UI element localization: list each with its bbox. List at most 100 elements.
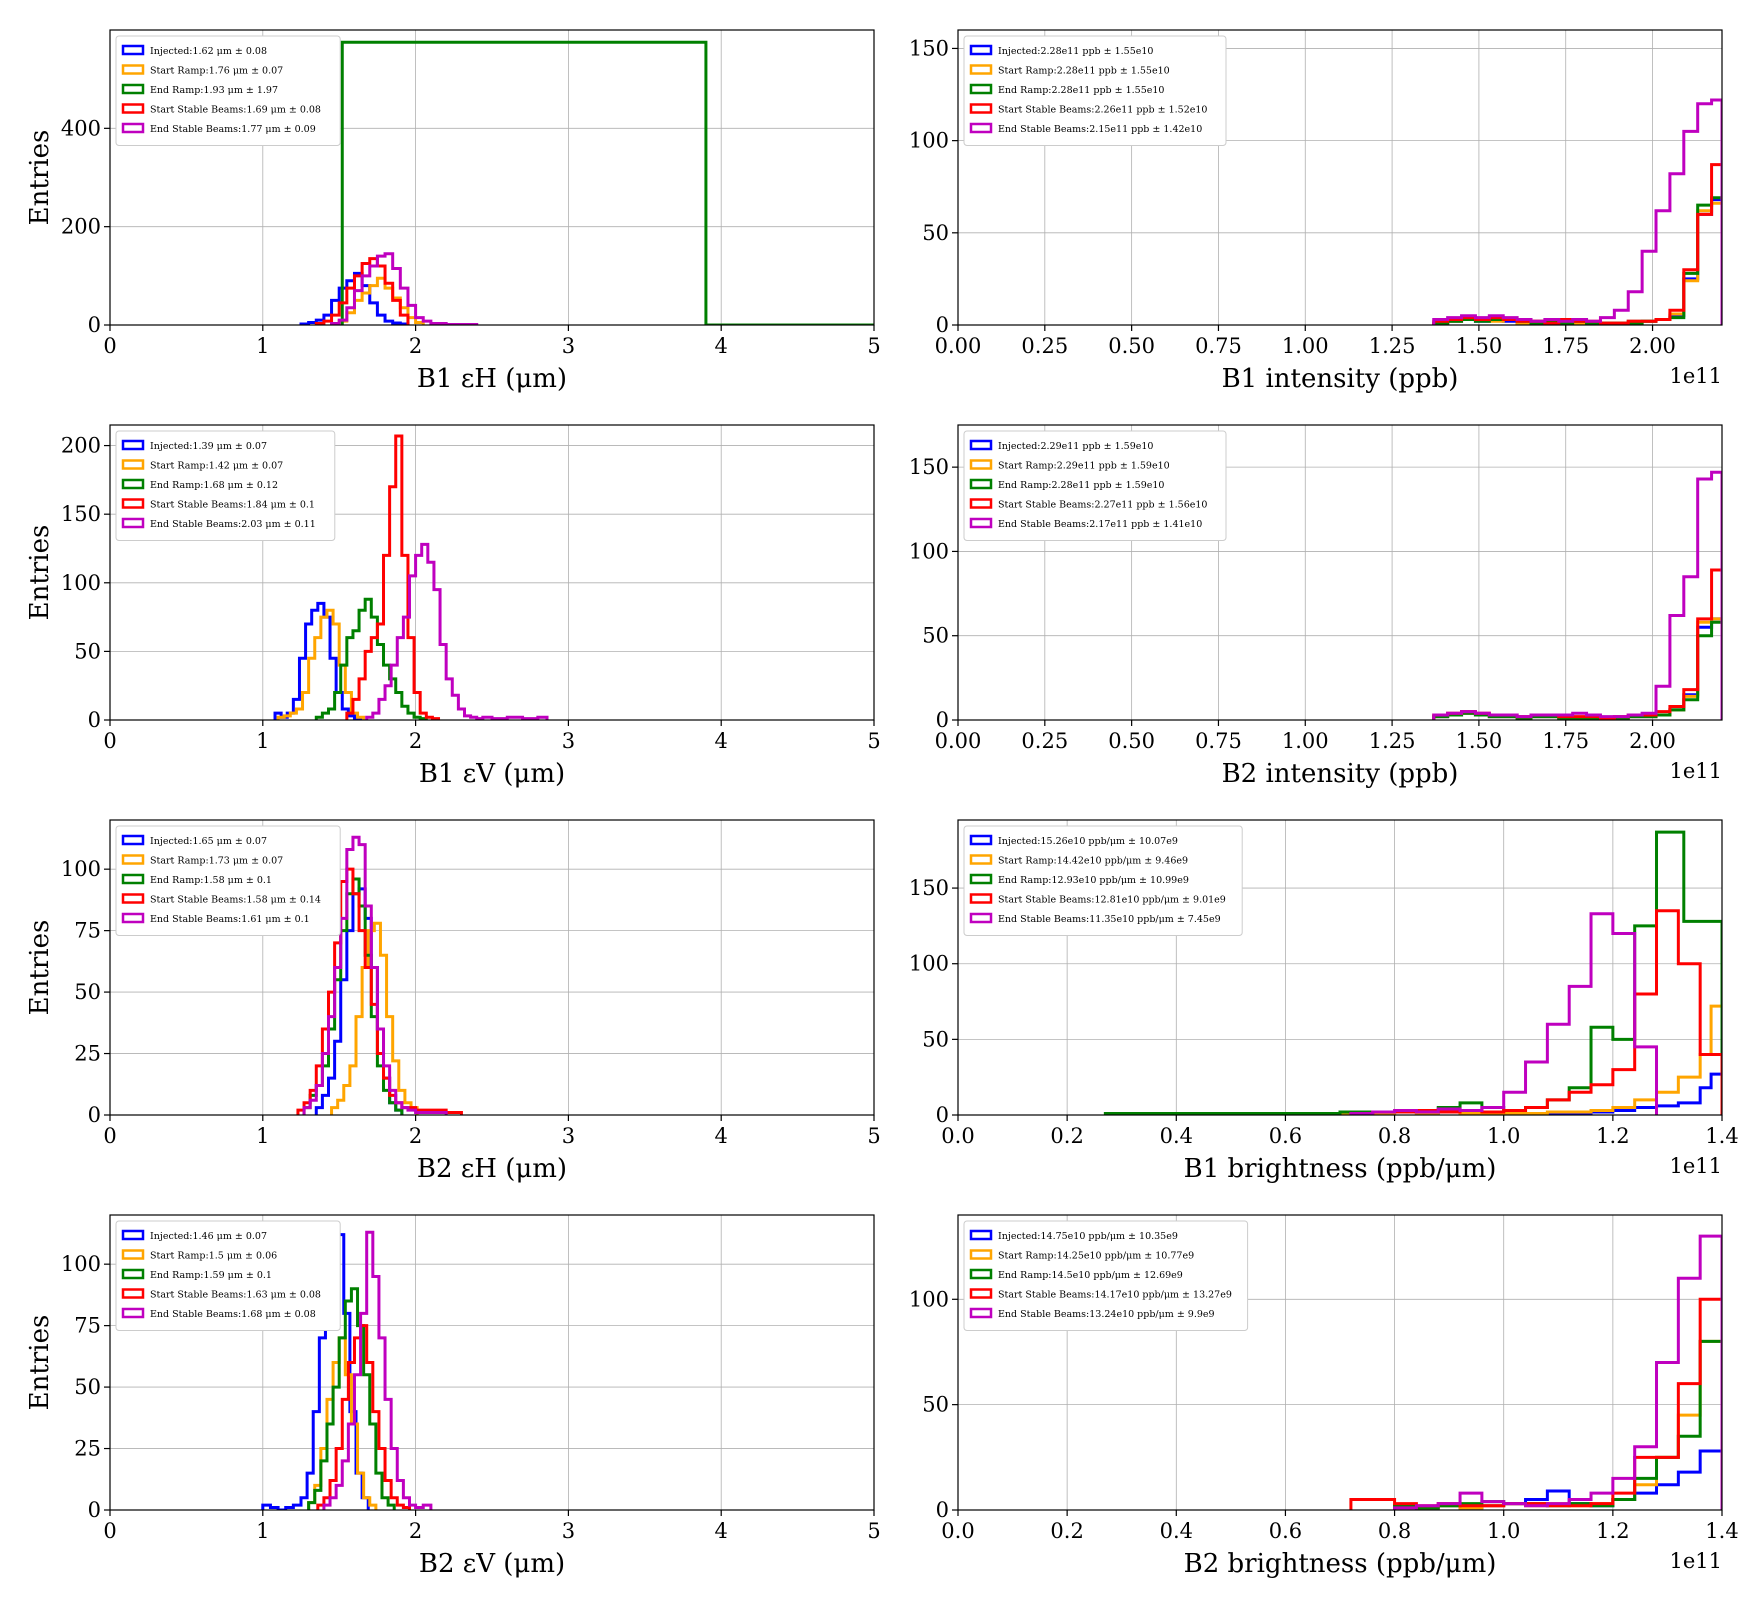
legend-swatch — [121, 103, 145, 114]
x-axis-label: B1 εH (μm) — [417, 364, 567, 394]
legend-swatch — [969, 1268, 993, 1280]
legend-frame — [963, 1220, 1249, 1331]
legend: Injected:15.26e10 ppb/μm ± 10.07e9 Start … — [963, 825, 1243, 936]
legend-swatch — [121, 854, 145, 865]
y-tick-label: 150 — [909, 876, 949, 900]
plot-frame — [957, 1214, 1723, 1511]
x-tick-label: 0 — [103, 1519, 116, 1543]
legend-swatch — [969, 1249, 993, 1260]
legend-entry: End Ramp:1.58 μm ± 0.1 — [150, 875, 272, 886]
x-tick-label: 0.25 — [1021, 729, 1068, 753]
x-tick-label: 1.00 — [1282, 729, 1329, 753]
x-tick-label: 0.8 — [1378, 1519, 1411, 1543]
x-tick-label: 4 — [715, 1519, 728, 1543]
x-tick-label: 0.8 — [1378, 1124, 1411, 1148]
series-line — [1432, 196, 1722, 325]
y-tick-label: 0 — [88, 1103, 101, 1127]
x-tick-label: 3 — [562, 334, 575, 358]
x-tick-label: 3 — [562, 1519, 575, 1543]
x-tick-label: 0.00 — [935, 334, 982, 358]
x-tick-label: 0.4 — [1160, 1124, 1193, 1148]
legend-swatch — [969, 103, 993, 114]
legend-entry: Injected:1.46 μm ± 0.07 — [150, 1231, 267, 1242]
y-tick-label: 0 — [88, 708, 101, 732]
legend-swatch — [121, 1288, 145, 1299]
series-line — [1432, 568, 1722, 720]
y-axis-label: Entries — [25, 1315, 55, 1411]
legend-swatch — [121, 1229, 145, 1241]
legend-entry: Start Stable Beams:1.58 μm ± 0.14 — [150, 895, 321, 906]
axis-offset-text: 1e11 — [1669, 1549, 1722, 1573]
chart-panel: 0.0 0.2 0.4 0.6 0.8 1.0 1.2 1.4 0 50 100 150 B1 brig… — [909, 819, 1739, 1184]
legend-swatch — [969, 1229, 993, 1241]
legend-swatch — [121, 912, 145, 924]
legend: Injected:1.46 μm ± 0.07 Start Ramp:1.5 μm… — [115, 1220, 341, 1331]
x-tick-label: 4 — [715, 729, 728, 753]
x-tick-label: 1.0 — [1487, 1519, 1520, 1543]
y-tick-label: 0 — [936, 1498, 949, 1522]
legend-entry: Start Ramp:1.42 μm ± 0.07 — [150, 461, 283, 472]
legend-swatch — [969, 873, 993, 885]
y-tick-label: 150 — [909, 455, 949, 479]
x-tick-label: 0 — [103, 334, 116, 358]
plot-frame — [109, 1214, 875, 1511]
legend-entry: End Stable Beams:1.68 μm ± 0.08 — [150, 1309, 316, 1320]
legend: Injected:2.28e11 ppb ± 1.55e10 Start Ramp… — [963, 35, 1227, 146]
legend-swatch — [969, 1307, 993, 1319]
legend-entry: Start Stable Beams:2.26e11 ppb ± 1.52e10 — [998, 105, 1207, 116]
legend-swatch — [121, 478, 145, 490]
legend-swatch — [969, 498, 993, 509]
series-line — [314, 597, 428, 720]
legend-entry: Start Stable Beams:1.84 μm ± 0.1 — [150, 500, 315, 511]
legend-swatch — [121, 1307, 145, 1319]
y-tick-label: 50 — [74, 639, 101, 663]
x-axis-label: B2 εH (μm) — [417, 1154, 567, 1184]
legend-entry: Start Stable Beams:12.81e10 ppb/μm ± 9.0… — [998, 895, 1226, 906]
series-line — [1432, 470, 1722, 720]
y-tick-label: 50 — [922, 1393, 949, 1417]
x-tick-label: 2 — [409, 729, 422, 753]
series-line — [316, 1324, 411, 1510]
legend-swatch — [121, 122, 145, 134]
legend-swatch — [969, 893, 993, 904]
legend-swatch — [121, 64, 145, 75]
legend-swatch — [969, 1288, 993, 1299]
legend-swatch — [969, 517, 993, 529]
legend-frame — [963, 825, 1243, 936]
x-tick-label: 0 — [103, 1124, 116, 1148]
legend: Injected:1.65 μm ± 0.07 Start Ramp:1.73 μ… — [115, 825, 341, 936]
series-line — [1432, 98, 1722, 325]
legend-entry: End Ramp:14.5e10 ppb/μm ± 12.69e9 — [998, 1270, 1183, 1281]
series-line — [1338, 1004, 1722, 1115]
x-tick-label: 1 — [256, 729, 269, 753]
x-tick-label: 0.0 — [941, 1124, 974, 1148]
legend-entry: Start Ramp:2.29e11 ppb ± 1.59e10 — [998, 461, 1170, 472]
plot-frame — [957, 819, 1723, 1116]
x-axis-label: B2 εV (μm) — [419, 1549, 565, 1579]
x-tick-label: 0.6 — [1269, 1124, 1302, 1148]
legend-swatch — [969, 854, 993, 865]
legend-entry: End Stable Beams:1.61 μm ± 0.1 — [150, 914, 310, 925]
legend-swatch — [121, 498, 145, 509]
y-tick-label: 150 — [909, 36, 949, 60]
legend-entry: Injected:14.75e10 ppb/μm ± 10.35e9 — [998, 1231, 1178, 1242]
y-tick-label: 75 — [74, 919, 101, 943]
y-tick-label: 25 — [74, 1437, 101, 1461]
x-tick-label: 0.2 — [1050, 1519, 1083, 1543]
y-tick-label: 100 — [61, 857, 101, 881]
legend-entry: End Ramp:2.28e11 ppb ± 1.59e10 — [998, 480, 1164, 491]
legend-entry: End Ramp:2.28e11 ppb ± 1.55e10 — [998, 85, 1164, 96]
legend-entry: Injected:1.62 μm ± 0.08 — [150, 46, 267, 57]
x-tick-label: 1.75 — [1542, 729, 1589, 753]
y-tick-label: 100 — [909, 1287, 949, 1311]
y-tick-label: 0 — [88, 313, 101, 337]
chart-panel: 0.00 0.25 0.50 0.75 1.00 1.25 1.50 1.75 2.00 0 50 1… — [909, 29, 1723, 394]
legend-entry: End Stable Beams:2.17e11 ppb ± 1.41e10 — [998, 519, 1202, 530]
legend: Injected:1.62 μm ± 0.08 Start Ramp:1.76 μ… — [115, 35, 341, 146]
legend-swatch — [969, 912, 993, 924]
x-tick-label: 2.00 — [1629, 729, 1676, 753]
series-line — [1349, 912, 1659, 1115]
x-tick-label: 1 — [256, 1519, 269, 1543]
series-line — [340, 40, 874, 325]
